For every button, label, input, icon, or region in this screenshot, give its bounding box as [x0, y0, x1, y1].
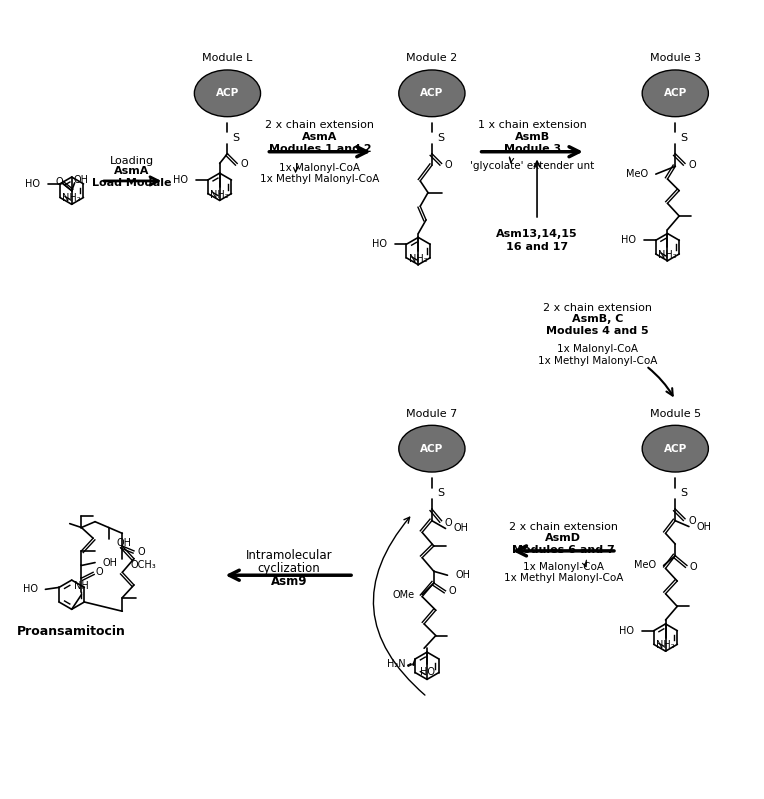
Text: O: O: [688, 161, 696, 170]
Text: O: O: [138, 547, 146, 557]
Text: Module 5: Module 5: [649, 408, 701, 419]
Text: 2 x chain extension: 2 x chain extension: [265, 121, 374, 130]
Ellipse shape: [399, 425, 465, 472]
Text: AsmB, C: AsmB, C: [571, 314, 623, 324]
Text: OH: OH: [103, 558, 118, 567]
Text: 1x Malonyl-CoA: 1x Malonyl-CoA: [280, 163, 361, 173]
Text: AsmB: AsmB: [515, 132, 550, 142]
Polygon shape: [643, 434, 672, 463]
Text: Proansamitocin: Proansamitocin: [18, 625, 126, 638]
Text: Module 3: Module 3: [649, 54, 701, 63]
Text: 1x Methyl Malonyl-CoA: 1x Methyl Malonyl-CoA: [261, 174, 380, 184]
Ellipse shape: [643, 70, 708, 117]
Text: Load Module: Load Module: [92, 178, 172, 188]
Text: NH₂: NH₂: [656, 640, 675, 650]
Text: ACP: ACP: [420, 89, 444, 98]
Text: OH: OH: [116, 538, 131, 548]
Text: 'glycolate' extender unt: 'glycolate' extender unt: [470, 161, 594, 171]
Ellipse shape: [399, 70, 465, 117]
Text: H₂N: H₂N: [387, 659, 406, 669]
Text: HO: HO: [173, 175, 189, 185]
Text: S: S: [680, 133, 688, 143]
Text: O: O: [688, 515, 696, 526]
Text: O: O: [240, 159, 248, 169]
Text: Module 2: Module 2: [406, 54, 458, 63]
Text: Module L: Module L: [202, 54, 253, 63]
Text: MeO: MeO: [633, 560, 656, 570]
Text: HO: HO: [25, 179, 40, 189]
Ellipse shape: [643, 425, 708, 472]
Text: 1x Malonyl-CoA: 1x Malonyl-CoA: [523, 562, 604, 572]
Text: 2 x chain extension: 2 x chain extension: [509, 522, 618, 531]
Text: Modules 1 and 2: Modules 1 and 2: [269, 144, 371, 154]
Text: NH: NH: [74, 581, 89, 591]
Polygon shape: [435, 79, 464, 108]
Text: Module 3: Module 3: [503, 144, 561, 154]
Text: O: O: [690, 562, 698, 572]
Text: S: S: [437, 133, 444, 143]
Text: O: O: [445, 518, 452, 527]
Text: Asm13,14,15: Asm13,14,15: [497, 229, 578, 240]
Text: O: O: [445, 161, 452, 170]
Text: NH₂: NH₂: [409, 254, 428, 264]
Text: 1x Malonyl-CoA: 1x Malonyl-CoA: [557, 344, 638, 355]
Text: OH: OH: [453, 523, 468, 534]
Text: ACP: ACP: [215, 89, 239, 98]
Text: S: S: [232, 133, 239, 143]
Text: AsmA: AsmA: [303, 132, 338, 142]
Text: 1x Methyl Malonyl-CoA: 1x Methyl Malonyl-CoA: [503, 573, 623, 583]
Ellipse shape: [194, 70, 261, 117]
Text: OH: OH: [74, 175, 89, 185]
Text: NH₂: NH₂: [63, 193, 81, 204]
Text: S: S: [680, 488, 688, 499]
Polygon shape: [435, 434, 464, 463]
Text: OH: OH: [697, 522, 712, 531]
Text: O: O: [96, 567, 102, 578]
Text: Intramolecular: Intramolecular: [245, 549, 332, 562]
Polygon shape: [196, 79, 225, 108]
Text: HO: HO: [621, 236, 636, 245]
Polygon shape: [643, 79, 672, 108]
Text: Module 7: Module 7: [406, 408, 458, 419]
Text: HO: HO: [419, 666, 435, 677]
Text: ACP: ACP: [664, 89, 687, 98]
Text: cyclization: cyclization: [257, 562, 320, 575]
Text: Loading: Loading: [110, 157, 154, 166]
Polygon shape: [678, 434, 707, 463]
Text: ACP: ACP: [664, 443, 687, 454]
Text: S: S: [437, 488, 444, 499]
Text: NH₂: NH₂: [658, 250, 677, 260]
Text: ACP: ACP: [420, 443, 444, 454]
Text: O: O: [55, 177, 63, 187]
Text: HO: HO: [372, 239, 387, 249]
Polygon shape: [400, 79, 429, 108]
Text: 16 and 17: 16 and 17: [506, 242, 568, 252]
Polygon shape: [678, 79, 707, 108]
Text: NH₂: NH₂: [210, 189, 229, 200]
Polygon shape: [231, 79, 260, 108]
Text: AsmA: AsmA: [115, 166, 150, 177]
Text: 1 x chain extension: 1 x chain extension: [478, 121, 587, 130]
Text: OCH₃: OCH₃: [130, 560, 156, 570]
Text: Modules 6 and 7: Modules 6 and 7: [512, 545, 615, 555]
Text: O: O: [448, 586, 456, 596]
Text: 2 x chain extension: 2 x chain extension: [543, 303, 652, 312]
Text: Asm9: Asm9: [270, 574, 307, 587]
Text: OH: OH: [455, 570, 471, 580]
Text: OMe: OMe: [392, 590, 414, 600]
Text: MeO: MeO: [626, 169, 648, 179]
Polygon shape: [400, 434, 429, 463]
Text: AsmD: AsmD: [545, 533, 581, 543]
Text: HO: HO: [620, 626, 634, 636]
Text: HO: HO: [23, 584, 37, 594]
Text: Modules 4 and 5: Modules 4 and 5: [546, 326, 649, 336]
Text: 1x Methyl Malonyl-CoA: 1x Methyl Malonyl-CoA: [538, 356, 657, 366]
